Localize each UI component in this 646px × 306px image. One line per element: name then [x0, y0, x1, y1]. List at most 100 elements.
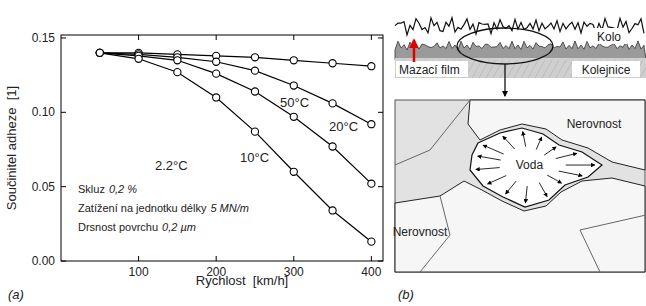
label-box — [396, 61, 468, 77]
plot-frame — [61, 35, 383, 261]
pressure-arrow — [523, 132, 526, 147]
pressure-arrow — [536, 137, 541, 149]
data-point — [96, 49, 103, 56]
zoom-box — [395, 100, 645, 272]
figure: 1002003004000.000.050.100.15Rychlost [km… — [0, 0, 646, 306]
pressure-arrow — [506, 181, 517, 194]
data-point — [96, 49, 103, 56]
rail-body — [395, 58, 646, 78]
zoom-arrow — [504, 64, 505, 96]
series-label: 10°C — [240, 150, 269, 165]
data-point — [213, 94, 220, 101]
pressure-arrow — [547, 175, 561, 183]
data-point — [251, 128, 258, 135]
data-point — [329, 100, 336, 107]
data-point — [329, 207, 336, 214]
data-point — [174, 69, 181, 76]
water-pocket — [470, 128, 602, 207]
data-point — [368, 121, 375, 128]
x-tick-label: 100 — [129, 265, 149, 279]
series-label: 2.2°C — [155, 158, 188, 173]
series-label: 50°C — [280, 95, 309, 110]
grain-line — [580, 215, 646, 272]
x-tick — [138, 35, 139, 40]
annotation-value: 5 MN/m — [210, 202, 249, 214]
pressure-arrow — [488, 176, 507, 184]
x-tick — [293, 35, 294, 40]
data-point — [290, 82, 297, 89]
annotation: Skluz 0,2 % — [78, 183, 137, 195]
data-point — [251, 54, 258, 61]
pressure-arrow — [566, 165, 595, 166]
grain-line — [395, 100, 470, 165]
x-tick — [216, 35, 217, 40]
y-tick-label: 0.10 — [32, 105, 56, 119]
data-point — [368, 63, 375, 70]
annotation-value: 0,2 % — [109, 183, 137, 195]
x-tick — [216, 256, 217, 261]
data-point — [251, 88, 258, 95]
wheel-label: Kolo — [597, 30, 621, 44]
series-line — [100, 53, 372, 124]
x-tick — [293, 256, 294, 261]
y-tick — [378, 186, 383, 187]
y-tick — [378, 261, 383, 262]
pressure-arrow — [478, 156, 501, 160]
data-point — [96, 49, 103, 56]
annotation: Zatížení na jednotku délky5 MN/m — [78, 202, 249, 214]
series-label: 20°C — [329, 119, 358, 134]
y-tick — [61, 186, 66, 187]
label-box — [572, 61, 640, 77]
asperity-label: Nerovnost — [567, 117, 622, 131]
y-tick-label: 0.00 — [32, 254, 56, 268]
x-tick — [371, 35, 372, 40]
data-point — [368, 180, 375, 187]
y-tick — [378, 112, 383, 113]
data-point — [96, 49, 103, 56]
panel-label: (b) — [398, 287, 414, 302]
asperity-label: Nerovnost — [393, 225, 448, 239]
y-tick-label: 0.05 — [32, 180, 56, 194]
y-tick-label: 0.15 — [32, 31, 56, 45]
series-line — [100, 53, 372, 66]
rail-label: Kolejnice — [582, 63, 631, 77]
y-axis-label: Součinitel adheze [1] — [4, 86, 19, 210]
annotation-value: 0,2 µm — [162, 221, 196, 233]
pressure-arrow — [525, 186, 527, 203]
data-point — [290, 57, 297, 64]
pressure-arrow — [556, 153, 577, 158]
y-tick — [61, 37, 66, 38]
x-tick — [371, 256, 372, 261]
data-point — [329, 143, 336, 150]
data-point — [135, 55, 142, 62]
pressure-arrow — [503, 136, 515, 149]
data-point — [213, 58, 220, 65]
pressure-arrow — [539, 183, 547, 197]
data-point — [368, 238, 375, 245]
pressure-arrow — [483, 145, 504, 154]
series-line — [100, 53, 372, 184]
film-label: Mazací film — [399, 63, 460, 77]
pressure-arrow — [476, 168, 500, 170]
annotation-text: Skluz — [78, 183, 105, 195]
x-tick-label: 400 — [361, 265, 381, 279]
y-tick — [378, 37, 383, 38]
annotation-text: Drsnost povrchu — [78, 221, 158, 233]
data-point — [290, 113, 297, 120]
data-point — [290, 168, 297, 175]
label-box — [591, 28, 627, 44]
film-arrow — [413, 40, 416, 62]
water-label: Voda — [516, 158, 544, 172]
data-point — [213, 70, 220, 77]
panel-label: (a) — [8, 287, 24, 302]
x-axis-label: Rychlost [km/h] — [196, 273, 288, 288]
data-point — [329, 60, 336, 67]
data-point — [174, 57, 181, 64]
rail-hatch — [640, 60, 646, 78]
plot-area — [96, 49, 375, 245]
pressure-arrow — [559, 171, 582, 176]
data-point — [251, 67, 258, 74]
pressure-arrow — [544, 147, 556, 155]
annotation-text: Zatížení na jednotku délky — [78, 202, 207, 214]
y-tick — [61, 261, 66, 262]
